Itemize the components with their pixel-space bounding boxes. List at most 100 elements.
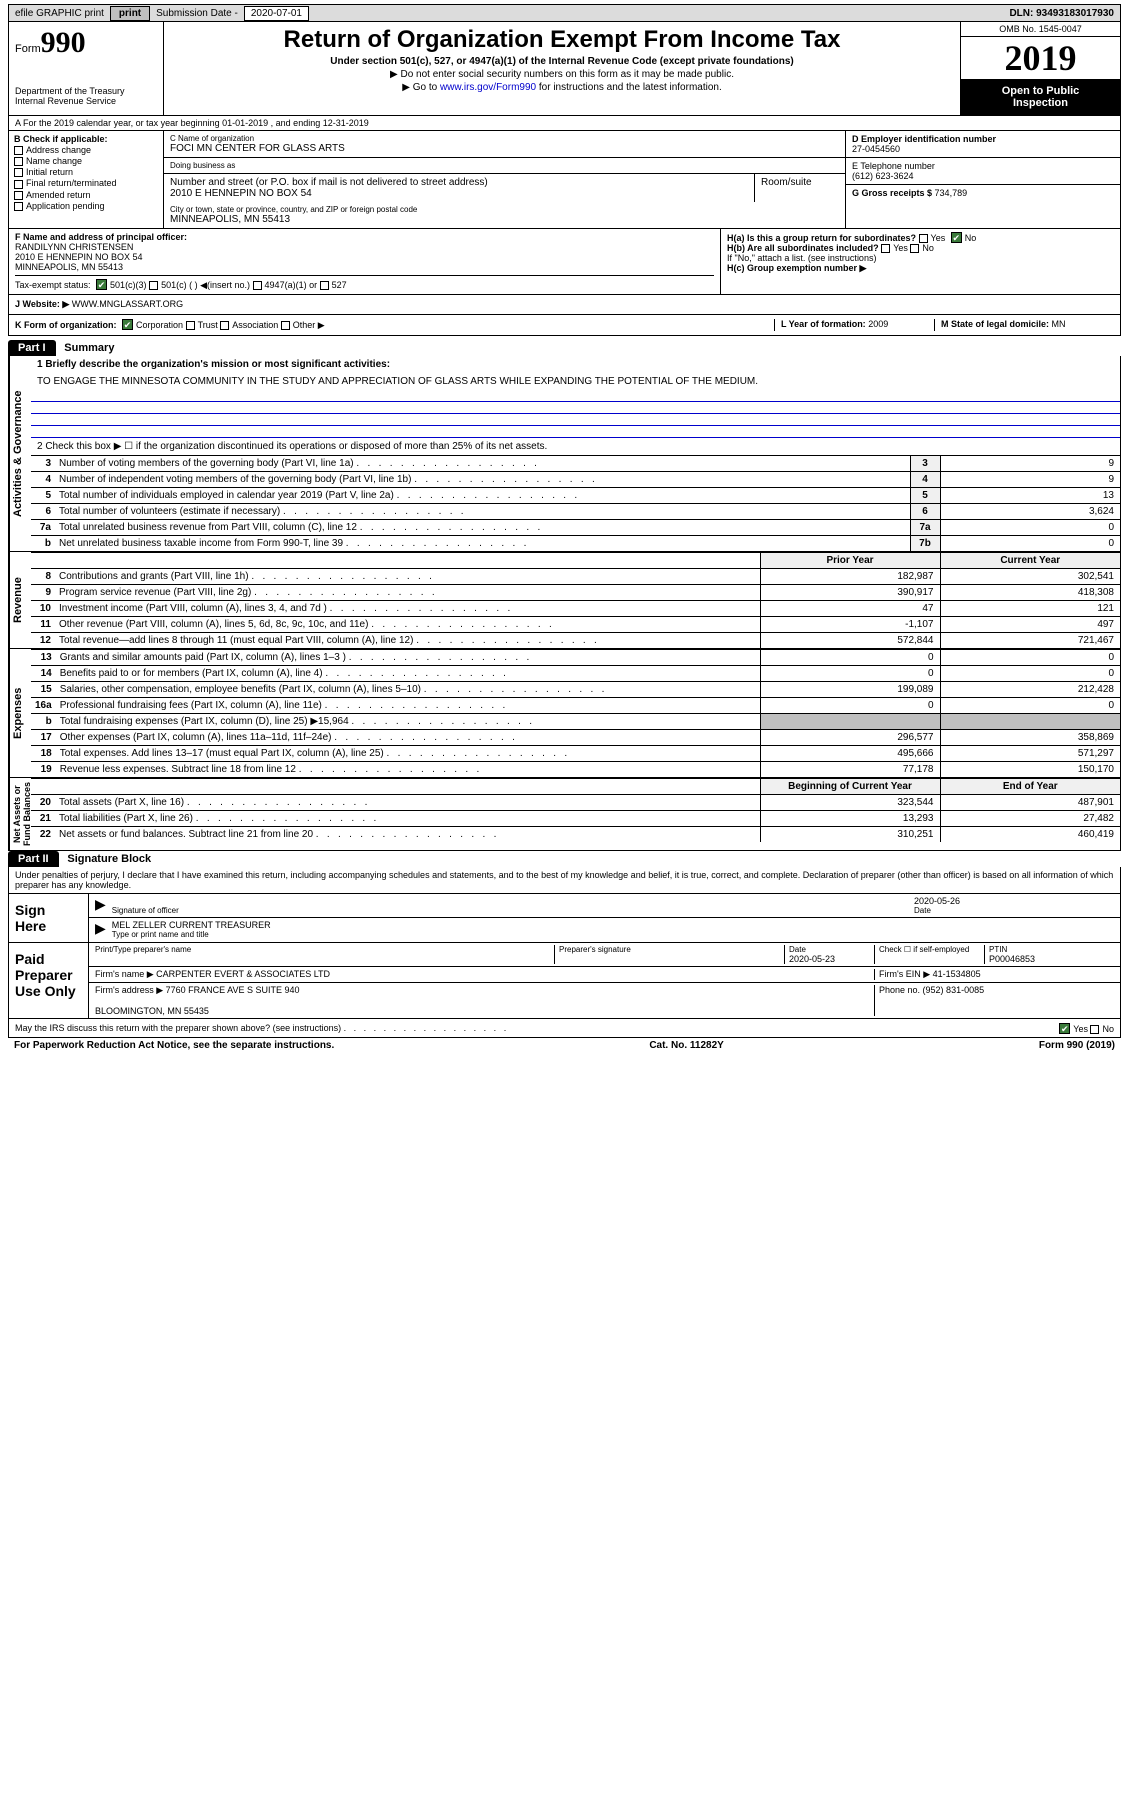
- cb-assoc[interactable]: [220, 321, 229, 330]
- firmaddr-label: Firm's address ▶: [95, 985, 166, 995]
- cb-pending[interactable]: Application pending: [14, 201, 158, 211]
- ptin-label: PTIN: [989, 945, 1114, 954]
- declaration: Under penalties of perjury, I declare th…: [8, 867, 1121, 894]
- cb-trust[interactable]: [186, 321, 195, 330]
- page-footer: For Paperwork Reduction Act Notice, see …: [8, 1038, 1121, 1053]
- cb-name[interactable]: Name change: [14, 156, 158, 166]
- table-row: 22Net assets or fund balances. Subtract …: [31, 827, 1120, 843]
- header-bar: efile GRAPHIC print print Submission Dat…: [8, 4, 1121, 22]
- efile-label: efile GRAPHIC print: [9, 8, 110, 19]
- formorg-label: K Form of organization:: [15, 320, 117, 330]
- hb-yes[interactable]: [881, 244, 890, 253]
- ptin-value: P00046853: [989, 954, 1114, 964]
- form-subtitle: Under section 501(c), 527, or 4947(a)(1)…: [170, 56, 954, 67]
- ha-yes[interactable]: [919, 234, 928, 243]
- domicile-value: MN: [1052, 319, 1066, 329]
- tel-value: (612) 623-3624: [852, 171, 1114, 181]
- tax-year: 2019: [961, 37, 1120, 79]
- section-bcd: B Check if applicable: Address change Na…: [8, 131, 1121, 229]
- part1-body: Activities & Governance 1 Briefly descri…: [8, 356, 1121, 851]
- cb-address[interactable]: Address change: [14, 145, 158, 155]
- side-revenue: Revenue: [9, 552, 31, 648]
- website-value: WWW.MNGLASSART.ORG: [72, 299, 183, 309]
- table-row: 21Total liabilities (Part X, line 26)13,…: [31, 811, 1120, 827]
- table-row: 3Number of voting members of the governi…: [31, 456, 1120, 472]
- cb-initial[interactable]: Initial return: [14, 167, 158, 177]
- table-row: 6Total number of volunteers (estimate if…: [31, 504, 1120, 520]
- table-row: 7aTotal unrelated business revenue from …: [31, 520, 1120, 536]
- endyear-header: End of Year: [940, 779, 1120, 795]
- firmname-label: Firm's name ▶: [95, 969, 156, 979]
- table-row: 17Other expenses (Part IX, column (A), l…: [31, 730, 1120, 746]
- note-link: ▶ Go to www.irs.gov/Form990 for instruct…: [170, 82, 954, 93]
- addr-label: Number and street (or P.O. box if mail i…: [170, 177, 748, 188]
- yearform-value: 2009: [868, 319, 888, 329]
- phone-label: Phone no.: [879, 985, 923, 995]
- begyear-header: Beginning of Current Year: [760, 779, 940, 795]
- selfemp-label: Check ☐ if self-employed: [874, 945, 984, 964]
- firmname-value: CARPENTER EVERT & ASSOCIATES LTD: [156, 969, 330, 979]
- section-j: J Website: ▶ WWW.MNGLASSART.ORG: [8, 295, 1121, 315]
- ein-label: D Employer identification number: [852, 134, 1114, 144]
- yearform-label: L Year of formation:: [781, 319, 868, 329]
- open-public: Open to Public Inspection: [961, 79, 1120, 115]
- domicile-label: M State of legal domicile:: [941, 319, 1052, 329]
- side-activities: Activities & Governance: [9, 356, 31, 551]
- omb-number: OMB No. 1545-0047: [961, 22, 1120, 37]
- cb-amended[interactable]: Amended return: [14, 190, 158, 200]
- officer-name-label: Type or print name and title: [112, 930, 1114, 939]
- table-row: 15Salaries, other compensation, employee…: [31, 682, 1120, 698]
- city-label: City or town, state or province, country…: [170, 205, 839, 214]
- col-b-header: B Check if applicable:: [14, 134, 158, 144]
- prepname-label: Print/Type preparer's name: [95, 945, 554, 954]
- section-klm: K Form of organization: ✔Corporation Tru…: [8, 315, 1121, 336]
- form-header: Form990 Department of the Treasury Inter…: [8, 22, 1121, 116]
- cb-other[interactable]: [281, 321, 290, 330]
- hb-no[interactable]: [910, 244, 919, 253]
- firmein-value: 41-1534805: [933, 969, 981, 979]
- print-button[interactable]: print: [110, 6, 150, 21]
- dba-label: Doing business as: [170, 161, 839, 170]
- paid-preparer-block: Paid Preparer Use Only Print/Type prepar…: [8, 943, 1121, 1019]
- sign-block: Sign Here ▶ Signature of officer2020-05-…: [8, 894, 1121, 943]
- dln-value: 93493183017930: [1036, 8, 1114, 19]
- table-row: 16aProfessional fundraising fees (Part I…: [31, 698, 1120, 714]
- footer-formnum: Form 990 (2019): [1039, 1040, 1115, 1051]
- table-row: bTotal fundraising expenses (Part IX, co…: [31, 714, 1120, 730]
- expenses-table: 13Grants and similar amounts paid (Part …: [31, 649, 1120, 777]
- table-row: 11Other revenue (Part VIII, column (A), …: [31, 617, 1120, 633]
- cb-501c[interactable]: [149, 281, 158, 290]
- officer-value: RANDILYNN CHRISTENSEN 2010 E HENNEPIN NO…: [15, 242, 714, 272]
- sigofficer-label: Signature of officer: [112, 906, 914, 915]
- arrow-icon: ▶: [95, 896, 106, 915]
- gross-value: 734,789: [935, 188, 968, 198]
- ein-value: 27-0454560: [852, 144, 1114, 154]
- subdate-value: 2020-07-01: [244, 6, 309, 21]
- q1-label: 1 Briefly describe the organization's mi…: [31, 356, 1120, 373]
- part2-title: Signature Block: [67, 853, 151, 865]
- table-row: 8Contributions and grants (Part VIII, li…: [31, 569, 1120, 585]
- col-c: C Name of organizationFOCI MN CENTER FOR…: [164, 131, 845, 228]
- discuss-row: May the IRS discuss this return with the…: [8, 1019, 1121, 1038]
- discuss-yes-checked: ✔: [1059, 1023, 1070, 1034]
- irs-link[interactable]: www.irs.gov/Form990: [440, 82, 536, 93]
- q2-label: 2 Check this box ▶ ☐ if the organization…: [31, 438, 1120, 455]
- arrow-icon: ▶: [95, 920, 106, 939]
- table-row: 20Total assets (Part X, line 16)323,5444…: [31, 795, 1120, 811]
- sign-date-label: Date: [914, 906, 1114, 915]
- cb-final[interactable]: Final return/terminated: [14, 178, 158, 188]
- sign-date: 2020-05-26: [914, 896, 1114, 906]
- table-row: 14Benefits paid to or for members (Part …: [31, 666, 1120, 682]
- officer-label: F Name and address of principal officer:: [15, 232, 714, 242]
- ha-label: H(a) Is this a group return for subordin…: [727, 233, 916, 243]
- ha-no-checked: ✔: [951, 232, 962, 243]
- addr-value: 2010 E HENNEPIN NO BOX 54: [170, 188, 748, 199]
- cb-4947[interactable]: [253, 281, 262, 290]
- row-a: A For the 2019 calendar year, or tax yea…: [8, 116, 1121, 131]
- website-label: J Website: ▶: [15, 299, 72, 309]
- table-row: 10Investment income (Part VIII, column (…: [31, 601, 1120, 617]
- cb-527[interactable]: [320, 281, 329, 290]
- side-netassets: Net Assets or Fund Balances: [9, 778, 31, 850]
- discuss-no[interactable]: [1090, 1025, 1099, 1034]
- prioryear-header: Prior Year: [760, 553, 940, 569]
